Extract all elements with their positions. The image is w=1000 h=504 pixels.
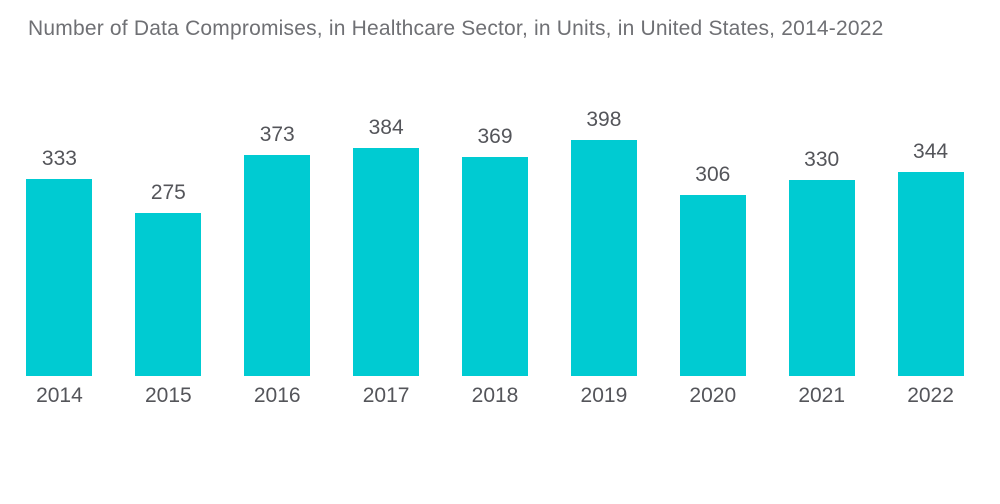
bar	[570, 140, 637, 376]
x-tick-label: 2019	[580, 384, 628, 407]
bar-column: 398	[549, 96, 658, 376]
bar-column: 384	[332, 96, 441, 376]
bar	[462, 157, 528, 376]
bar-value-label: 275	[150, 180, 186, 204]
bar	[135, 213, 202, 376]
bar-column: 369	[441, 96, 550, 376]
bar	[788, 180, 855, 376]
bar	[679, 195, 746, 376]
x-tick-label: 2018	[471, 384, 519, 407]
x-tick-label: 2022	[907, 384, 954, 407]
bar-column: 275	[114, 96, 223, 376]
x-tick-label: 2021	[798, 384, 846, 407]
x-tick-label: 2017	[362, 384, 410, 407]
x-tick-label: 2015	[144, 384, 192, 407]
bar-column: 333	[5, 96, 114, 376]
bar	[353, 148, 420, 376]
bar-column: 330	[767, 96, 876, 376]
bar	[244, 155, 311, 376]
x-tick-label: 2014	[36, 384, 83, 407]
bar-value-label: 333	[41, 146, 77, 170]
x-axis: 2014 2015 2016 2017 2018 2019 2020 2021 2022	[5, 376, 985, 408]
bar-value-label: 344	[913, 139, 949, 163]
plot-area: 333 275 373 384 369 398 306 330 344	[5, 96, 985, 376]
x-tick-label: 2016	[253, 384, 301, 407]
bar-column: 344	[876, 96, 985, 376]
bar-value-label: 398	[586, 107, 622, 131]
bar-value-label: 384	[368, 115, 404, 139]
bar	[26, 179, 93, 376]
bar-value-label: 369	[477, 124, 513, 148]
bar-value-label: 306	[695, 162, 731, 186]
chart-title: Number of Data Compromises, in Healthcar…	[28, 17, 884, 40]
x-tick-label: 2020	[689, 384, 737, 407]
bar-chart: 333 275 373 384 369 398 306 330 344 2014 2015 2016…	[5, 96, 985, 408]
bar-column: 306	[658, 96, 767, 376]
bar-value-label: 373	[259, 122, 295, 146]
bar-value-label: 330	[804, 147, 840, 171]
bar-column: 373	[223, 96, 332, 376]
bar	[897, 172, 964, 376]
